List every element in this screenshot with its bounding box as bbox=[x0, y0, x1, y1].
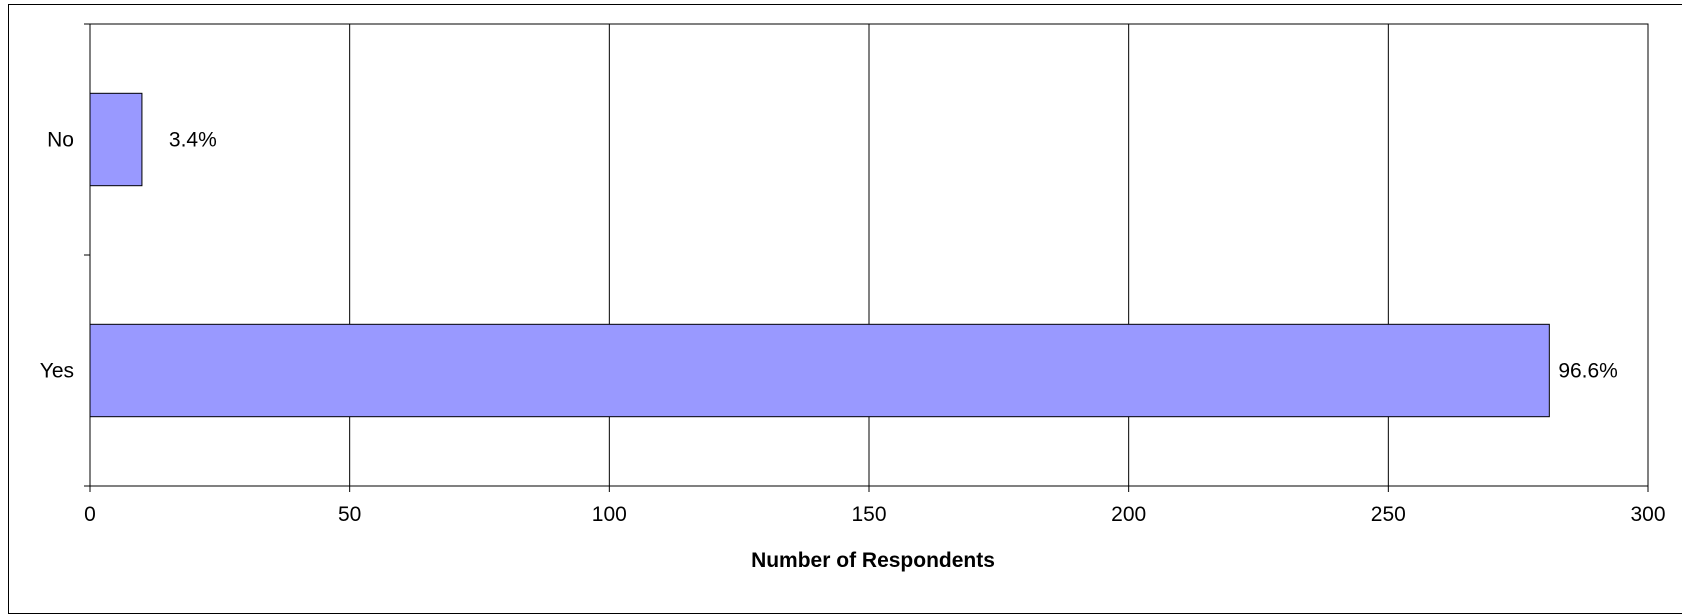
x-axis-title: Number of Respondents bbox=[751, 549, 995, 572]
bars bbox=[89, 92, 1550, 418]
category-label-yes: Yes bbox=[40, 360, 74, 383]
x-tick-label: 100 bbox=[592, 503, 627, 526]
category-label-no: No bbox=[47, 129, 74, 152]
x-tick-label: 0 bbox=[84, 503, 96, 526]
x-axis-tick-labels: 0 50 100 150 200 250 300 bbox=[84, 486, 1666, 526]
data-label-yes: 96.6% bbox=[1558, 360, 1618, 383]
bar-no bbox=[89, 92, 143, 187]
data-labels: 3.4% 96.6% bbox=[169, 129, 1618, 383]
y-axis-ticks bbox=[84, 23, 91, 487]
x-tick-label: 250 bbox=[1371, 503, 1406, 526]
data-label-no: 3.4% bbox=[169, 129, 217, 152]
x-tick-label: 300 bbox=[1630, 503, 1665, 526]
bar-yes bbox=[89, 323, 1550, 418]
x-tick-label: 150 bbox=[851, 503, 886, 526]
category-labels: No Yes bbox=[40, 129, 74, 383]
x-tick-label: 200 bbox=[1111, 503, 1146, 526]
x-tick-label: 50 bbox=[338, 503, 361, 526]
